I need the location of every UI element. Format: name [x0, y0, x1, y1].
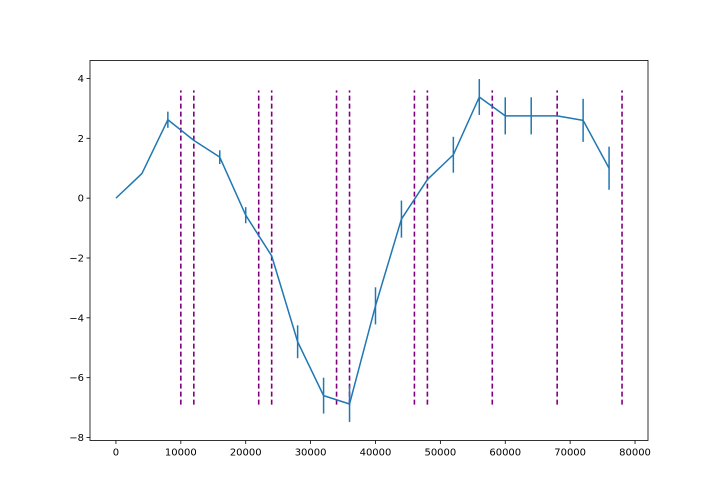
x-tick-label: 80000: [619, 448, 651, 459]
y-tick-label: 2: [78, 134, 84, 145]
axes: 0 10000 20000 30000 40000 50000 60000 70000 8000…: [69, 60, 651, 459]
x-tick-label: 70000: [554, 448, 586, 459]
y-tick-label: −8: [69, 433, 84, 444]
x-tick-label: 50000: [424, 448, 456, 459]
y-tick-label: 0: [78, 194, 84, 205]
x-tick-label: 30000: [295, 448, 327, 459]
y-tick-label: −2: [69, 253, 84, 264]
x-tick-label: 0: [113, 448, 119, 459]
y-tick-label: 4: [78, 74, 84, 85]
x-tick-label: 40000: [360, 448, 392, 459]
plot-background: [90, 60, 648, 441]
x-tick-label: 60000: [489, 448, 521, 459]
series-group: [115, 96, 610, 405]
plot-frame: [89, 60, 649, 441]
series-line: [115, 96, 610, 405]
x-tick-label: 10000: [165, 448, 197, 459]
y-tick-label: −4: [69, 313, 84, 324]
vertical-lines: [180, 90, 623, 405]
x-tick-label: 20000: [230, 448, 262, 459]
y-tick-label: −6: [69, 373, 84, 384]
